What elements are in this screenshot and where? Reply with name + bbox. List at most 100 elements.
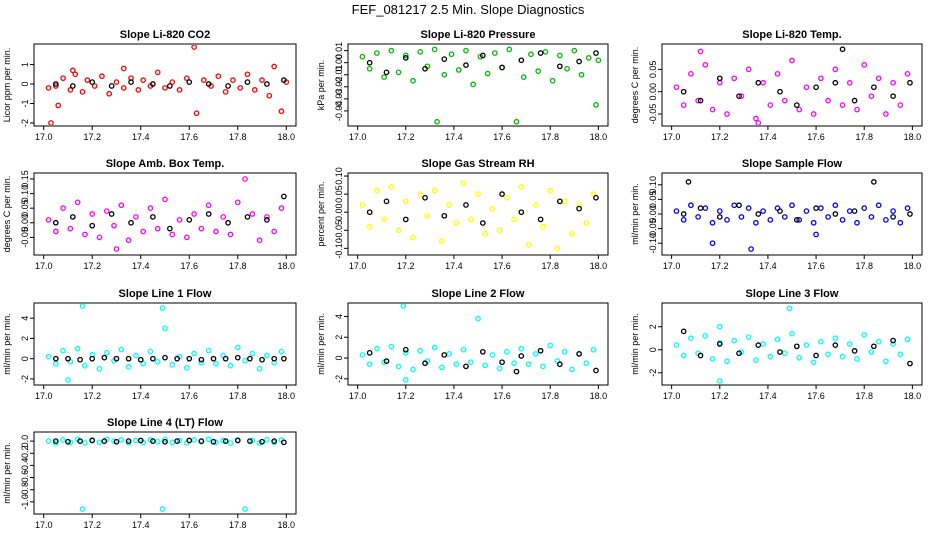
data-point — [366, 361, 373, 368]
data-point — [789, 330, 795, 337]
data-point — [593, 102, 599, 108]
x-tick-label: 17.6 — [493, 132, 511, 142]
x-tick-label: 17.8 — [541, 132, 559, 142]
data-point-black — [851, 208, 858, 214]
plot-frame — [33, 172, 297, 256]
data-point — [724, 358, 730, 365]
data-point — [839, 102, 846, 108]
data-point — [883, 358, 889, 365]
data-point-black — [832, 211, 839, 217]
data-point-black — [108, 83, 115, 89]
data-point-black — [89, 222, 96, 229]
data-point-black — [441, 352, 448, 358]
data-point — [52, 440, 59, 446]
x-tick-label: 17.4 — [759, 261, 777, 271]
panel-1: Slope Li-820 CO2 Licor ppm per min. 17.0 17… — [2, 29, 297, 142]
data-point-black — [383, 69, 390, 76]
data-point — [366, 223, 373, 230]
data-point — [702, 205, 709, 212]
data-point — [388, 47, 395, 54]
data-point — [532, 202, 539, 208]
data-point — [271, 63, 278, 70]
data-point — [60, 205, 66, 212]
points-layer — [359, 46, 602, 125]
data-point-black — [697, 205, 704, 212]
data-point — [278, 108, 285, 115]
y-tick-label: 4 — [334, 314, 344, 319]
x-tick-label: 17.0 — [349, 132, 367, 142]
data-point — [688, 335, 694, 342]
data-point — [244, 71, 251, 78]
data-point-black — [281, 77, 287, 83]
data-point — [904, 336, 911, 343]
data-point-black — [271, 438, 278, 444]
y-tick-label: 0.05 — [648, 191, 658, 209]
data-point — [400, 304, 407, 309]
data-point-black — [247, 438, 253, 444]
data-point-black — [128, 219, 134, 226]
y-tick-label: -0.04 — [334, 101, 344, 122]
data-point — [753, 219, 759, 226]
data-point — [249, 350, 256, 357]
data-point — [532, 351, 539, 357]
data-point — [492, 50, 498, 56]
panel-title: Slope Line 4 (LT) Flow — [107, 417, 223, 429]
data-point-black — [366, 349, 373, 356]
data-point — [215, 73, 222, 80]
data-point — [585, 55, 592, 61]
data-point — [810, 111, 817, 117]
data-point-black — [186, 216, 193, 223]
data-point — [688, 70, 694, 77]
data-point — [374, 50, 380, 56]
data-point-black — [150, 438, 156, 444]
x-tick-label: 17.8 — [229, 520, 247, 530]
data-point — [547, 187, 554, 194]
x-tick-label: 18.0 — [590, 261, 608, 271]
y-axis-label: ml/min per min. — [630, 183, 640, 245]
panel-title: Slope Line 1 Flow — [119, 288, 212, 300]
data-point — [278, 205, 285, 212]
data-point — [578, 71, 585, 78]
data-point — [133, 437, 139, 444]
data-point — [455, 67, 462, 73]
data-point — [695, 97, 701, 104]
data-point — [82, 440, 88, 446]
data-point-black — [518, 209, 525, 216]
data-point — [731, 75, 738, 82]
data-point — [111, 222, 117, 229]
data-point — [402, 52, 409, 59]
data-point-black — [69, 83, 76, 89]
points-layer — [45, 436, 287, 512]
data-point — [839, 216, 846, 223]
data-point — [680, 352, 687, 359]
data-point — [191, 211, 197, 217]
data-point — [854, 219, 860, 226]
panel-6: Slope Sample Flow ml/min per min. 17.0 17.2… — [630, 158, 923, 271]
data-point-black — [234, 437, 241, 444]
y-tick-label: 2 — [334, 335, 344, 340]
data-point — [716, 208, 723, 214]
x-tick-label: 17.4 — [445, 391, 463, 401]
data-point — [213, 439, 219, 446]
y-tick-label: 2 — [648, 324, 658, 329]
data-point — [424, 212, 431, 219]
data-point — [767, 216, 774, 223]
data-point — [810, 359, 817, 366]
points-layer — [45, 304, 287, 383]
data-point — [774, 336, 781, 343]
y-tick-label: -0.01 — [334, 64, 344, 85]
panel-10: Slope Line 4 (LT) Flow ml/min per min. 17.… — [2, 417, 297, 530]
data-point — [183, 234, 190, 241]
data-point — [738, 214, 745, 220]
data-point-black — [697, 352, 704, 359]
data-point-black — [150, 81, 156, 87]
data-point-black — [839, 46, 846, 53]
x-tick-label: 18.0 — [904, 132, 922, 142]
data-point — [796, 216, 803, 223]
data-point — [113, 79, 120, 85]
data-point-black — [576, 351, 582, 357]
data-point-black — [137, 356, 144, 363]
data-point — [162, 436, 168, 443]
data-point-black — [890, 214, 896, 220]
data-point-black — [244, 214, 251, 220]
